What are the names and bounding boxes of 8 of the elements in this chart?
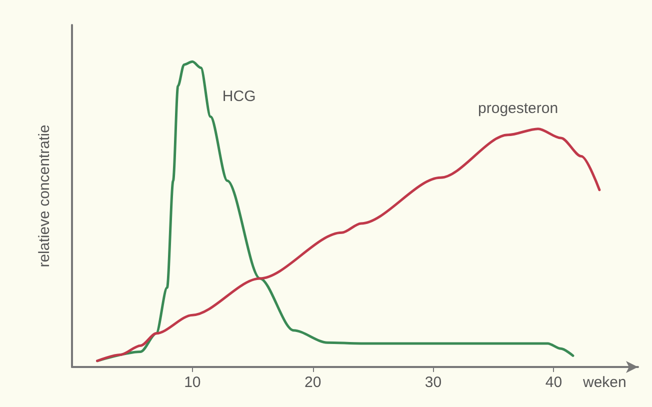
x-axis-title: weken: [582, 374, 626, 391]
x-tick-label: 40: [545, 374, 562, 391]
x-tick-label: 10: [184, 374, 201, 391]
x-tick-label: 20: [304, 374, 322, 391]
x-tick-label: 30: [424, 374, 442, 391]
series-label: HCG: [222, 88, 256, 106]
y-axis-title: relatieve concentratie: [36, 124, 53, 268]
series-label: progesteron: [478, 100, 558, 117]
